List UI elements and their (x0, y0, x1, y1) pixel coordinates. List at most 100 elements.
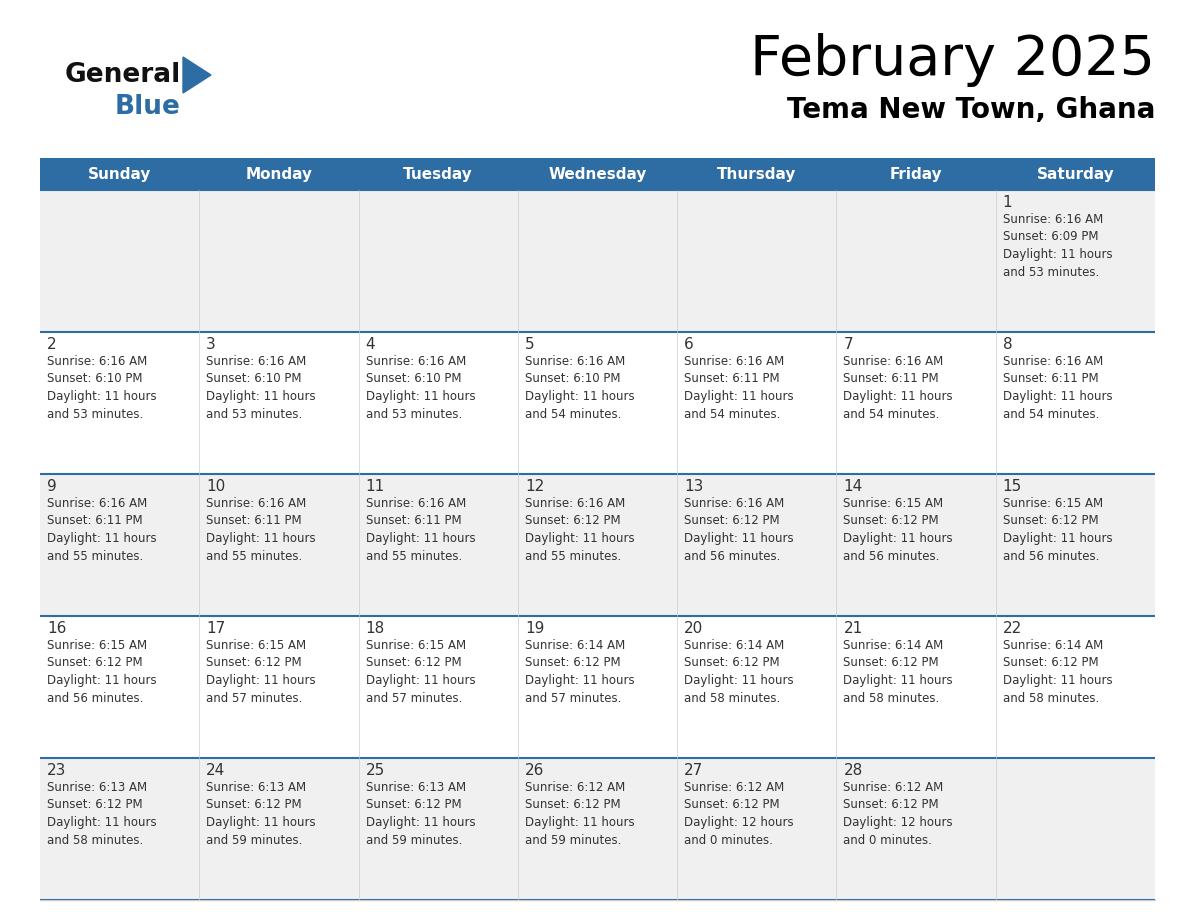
Text: 1: 1 (1003, 195, 1012, 210)
Bar (359, 158, 518, 190)
Bar (518, 332, 677, 474)
Text: Sunrise: 6:13 AM
Sunset: 6:12 PM
Daylight: 11 hours
and 58 minutes.: Sunrise: 6:13 AM Sunset: 6:12 PM Dayligh… (48, 781, 157, 846)
Text: February 2025: February 2025 (750, 33, 1155, 87)
Text: Sunrise: 6:15 AM
Sunset: 6:12 PM
Daylight: 11 hours
and 57 minutes.: Sunrise: 6:15 AM Sunset: 6:12 PM Dayligh… (207, 639, 316, 704)
Text: Friday: Friday (890, 166, 942, 182)
Bar (40, 758, 200, 900)
Bar (200, 758, 359, 900)
Text: 2: 2 (48, 337, 57, 352)
Text: 15: 15 (1003, 479, 1022, 494)
Text: Blue: Blue (115, 94, 181, 120)
Bar (996, 758, 1155, 900)
Text: Sunrise: 6:16 AM
Sunset: 6:10 PM
Daylight: 11 hours
and 53 minutes.: Sunrise: 6:16 AM Sunset: 6:10 PM Dayligh… (207, 355, 316, 420)
Text: 7: 7 (843, 337, 853, 352)
Text: 5: 5 (525, 337, 535, 352)
Text: Sunrise: 6:16 AM
Sunset: 6:10 PM
Daylight: 11 hours
and 54 minutes.: Sunrise: 6:16 AM Sunset: 6:10 PM Dayligh… (525, 355, 634, 420)
Bar (40, 616, 200, 758)
Bar (836, 758, 996, 900)
Bar (518, 758, 677, 900)
Bar (200, 190, 359, 332)
Text: Sunrise: 6:16 AM
Sunset: 6:12 PM
Daylight: 11 hours
and 56 minutes.: Sunrise: 6:16 AM Sunset: 6:12 PM Dayligh… (684, 497, 794, 563)
Text: Sunrise: 6:15 AM
Sunset: 6:12 PM
Daylight: 11 hours
and 56 minutes.: Sunrise: 6:15 AM Sunset: 6:12 PM Dayligh… (48, 639, 157, 704)
Bar (200, 616, 359, 758)
Bar (40, 190, 200, 332)
Bar (836, 332, 996, 474)
Text: Sunrise: 6:14 AM
Sunset: 6:12 PM
Daylight: 11 hours
and 58 minutes.: Sunrise: 6:14 AM Sunset: 6:12 PM Dayligh… (843, 639, 953, 704)
Bar (677, 158, 836, 190)
Bar (677, 758, 836, 900)
Text: 17: 17 (207, 621, 226, 636)
Text: 21: 21 (843, 621, 862, 636)
Text: Sunrise: 6:14 AM
Sunset: 6:12 PM
Daylight: 11 hours
and 57 minutes.: Sunrise: 6:14 AM Sunset: 6:12 PM Dayligh… (525, 639, 634, 704)
Text: Sunrise: 6:16 AM
Sunset: 6:11 PM
Daylight: 11 hours
and 54 minutes.: Sunrise: 6:16 AM Sunset: 6:11 PM Dayligh… (843, 355, 953, 420)
Text: 14: 14 (843, 479, 862, 494)
Text: Sunrise: 6:16 AM
Sunset: 6:10 PM
Daylight: 11 hours
and 53 minutes.: Sunrise: 6:16 AM Sunset: 6:10 PM Dayligh… (366, 355, 475, 420)
Text: Sunrise: 6:12 AM
Sunset: 6:12 PM
Daylight: 11 hours
and 59 minutes.: Sunrise: 6:12 AM Sunset: 6:12 PM Dayligh… (525, 781, 634, 846)
Text: Sunrise: 6:15 AM
Sunset: 6:12 PM
Daylight: 11 hours
and 57 minutes.: Sunrise: 6:15 AM Sunset: 6:12 PM Dayligh… (366, 639, 475, 704)
Text: Sunrise: 6:16 AM
Sunset: 6:10 PM
Daylight: 11 hours
and 53 minutes.: Sunrise: 6:16 AM Sunset: 6:10 PM Dayligh… (48, 355, 157, 420)
Bar (518, 616, 677, 758)
Text: Sunrise: 6:12 AM
Sunset: 6:12 PM
Daylight: 12 hours
and 0 minutes.: Sunrise: 6:12 AM Sunset: 6:12 PM Dayligh… (684, 781, 794, 846)
Text: 27: 27 (684, 763, 703, 778)
Text: Tuesday: Tuesday (404, 166, 473, 182)
Bar (359, 616, 518, 758)
Text: General: General (65, 62, 182, 88)
Text: 11: 11 (366, 479, 385, 494)
Bar (996, 190, 1155, 332)
Text: 4: 4 (366, 337, 375, 352)
Bar (996, 158, 1155, 190)
Text: 25: 25 (366, 763, 385, 778)
Text: Sunrise: 6:14 AM
Sunset: 6:12 PM
Daylight: 11 hours
and 58 minutes.: Sunrise: 6:14 AM Sunset: 6:12 PM Dayligh… (1003, 639, 1112, 704)
Text: 20: 20 (684, 621, 703, 636)
Bar (996, 474, 1155, 616)
Text: Sunrise: 6:16 AM
Sunset: 6:09 PM
Daylight: 11 hours
and 53 minutes.: Sunrise: 6:16 AM Sunset: 6:09 PM Dayligh… (1003, 213, 1112, 278)
Text: Sunrise: 6:16 AM
Sunset: 6:11 PM
Daylight: 11 hours
and 54 minutes.: Sunrise: 6:16 AM Sunset: 6:11 PM Dayligh… (684, 355, 794, 420)
Text: Sunrise: 6:16 AM
Sunset: 6:12 PM
Daylight: 11 hours
and 55 minutes.: Sunrise: 6:16 AM Sunset: 6:12 PM Dayligh… (525, 497, 634, 563)
Text: Sunrise: 6:16 AM
Sunset: 6:11 PM
Daylight: 11 hours
and 55 minutes.: Sunrise: 6:16 AM Sunset: 6:11 PM Dayligh… (366, 497, 475, 563)
Text: 13: 13 (684, 479, 703, 494)
Bar (200, 474, 359, 616)
Bar (40, 158, 200, 190)
Bar (200, 158, 359, 190)
Text: 22: 22 (1003, 621, 1022, 636)
Bar (677, 616, 836, 758)
Text: 26: 26 (525, 763, 544, 778)
Text: Sunrise: 6:15 AM
Sunset: 6:12 PM
Daylight: 11 hours
and 56 minutes.: Sunrise: 6:15 AM Sunset: 6:12 PM Dayligh… (1003, 497, 1112, 563)
Bar (359, 758, 518, 900)
Text: 24: 24 (207, 763, 226, 778)
Bar (677, 474, 836, 616)
Text: 6: 6 (684, 337, 694, 352)
Text: 28: 28 (843, 763, 862, 778)
Text: Tema New Town, Ghana: Tema New Town, Ghana (786, 96, 1155, 124)
Bar (40, 332, 200, 474)
Bar (518, 474, 677, 616)
Bar (518, 190, 677, 332)
Bar (359, 474, 518, 616)
Bar (836, 190, 996, 332)
Bar (836, 616, 996, 758)
Bar (996, 616, 1155, 758)
Text: 9: 9 (48, 479, 57, 494)
Text: Saturday: Saturday (1036, 166, 1114, 182)
Bar (996, 332, 1155, 474)
Text: 19: 19 (525, 621, 544, 636)
Text: Sunrise: 6:15 AM
Sunset: 6:12 PM
Daylight: 11 hours
and 56 minutes.: Sunrise: 6:15 AM Sunset: 6:12 PM Dayligh… (843, 497, 953, 563)
Text: 23: 23 (48, 763, 67, 778)
Text: Sunrise: 6:16 AM
Sunset: 6:11 PM
Daylight: 11 hours
and 55 minutes.: Sunrise: 6:16 AM Sunset: 6:11 PM Dayligh… (48, 497, 157, 563)
Text: Monday: Monday (246, 166, 312, 182)
Text: Sunrise: 6:14 AM
Sunset: 6:12 PM
Daylight: 11 hours
and 58 minutes.: Sunrise: 6:14 AM Sunset: 6:12 PM Dayligh… (684, 639, 794, 704)
Text: Wednesday: Wednesday (549, 166, 646, 182)
Text: Thursday: Thursday (718, 166, 796, 182)
Text: Sunrise: 6:13 AM
Sunset: 6:12 PM
Daylight: 11 hours
and 59 minutes.: Sunrise: 6:13 AM Sunset: 6:12 PM Dayligh… (366, 781, 475, 846)
Bar (836, 474, 996, 616)
Bar (200, 332, 359, 474)
Text: 8: 8 (1003, 337, 1012, 352)
Bar (40, 474, 200, 616)
Bar (518, 158, 677, 190)
Bar (677, 332, 836, 474)
Text: 18: 18 (366, 621, 385, 636)
Text: 10: 10 (207, 479, 226, 494)
Bar (359, 332, 518, 474)
Text: 16: 16 (48, 621, 67, 636)
Bar (359, 190, 518, 332)
